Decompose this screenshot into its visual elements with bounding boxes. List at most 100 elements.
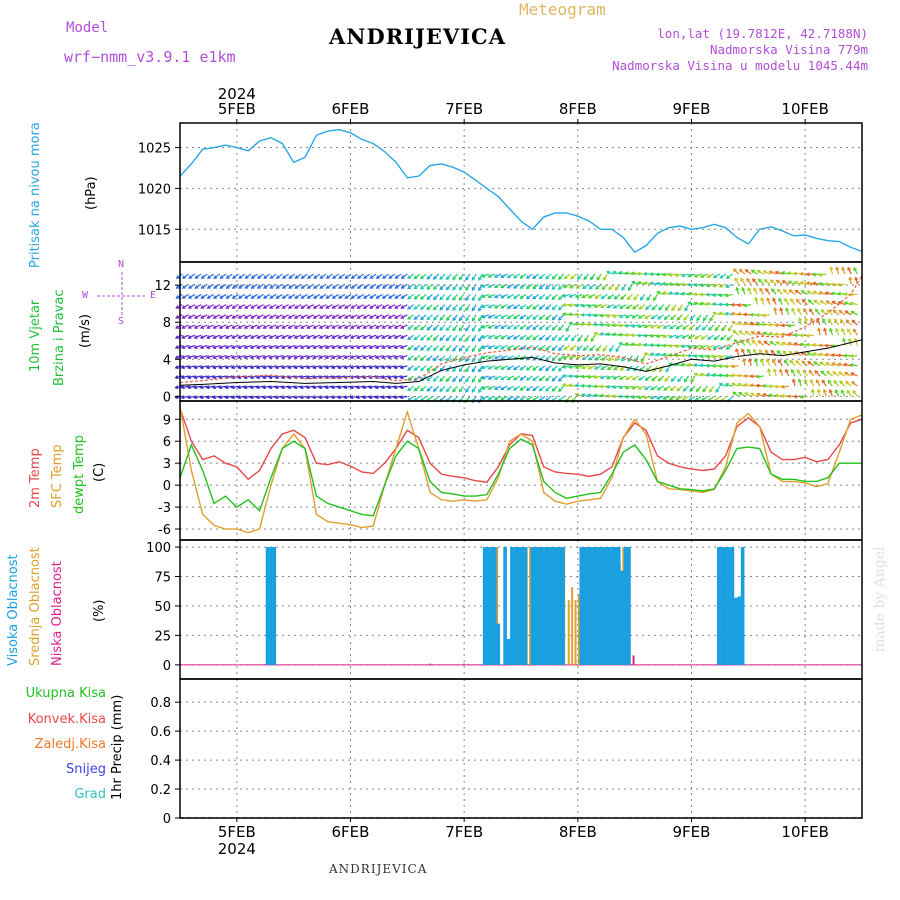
wind-arrow xyxy=(532,385,539,391)
wind-arrow xyxy=(452,324,458,331)
wind-arrow-head xyxy=(781,341,786,346)
wind-arrow xyxy=(600,375,608,379)
wind-arrow xyxy=(695,395,702,402)
wind-arrow-head xyxy=(532,316,537,320)
wind-arrow-head xyxy=(614,357,619,362)
wind-arrow xyxy=(452,294,458,301)
wind-arrow xyxy=(819,273,827,276)
wind-arrow-head xyxy=(219,275,224,279)
wind-arrow xyxy=(819,361,827,367)
wind-arrow xyxy=(231,324,239,329)
wind-arrow xyxy=(225,334,233,339)
y-tick-label: 4 xyxy=(163,353,171,368)
wind-arrow-head xyxy=(275,275,280,279)
wind-arrow-head xyxy=(312,345,317,349)
wind-arrow xyxy=(376,273,383,279)
wind-arrow-head xyxy=(465,317,469,322)
wind-arrow xyxy=(682,324,690,330)
wind-unit: (m/s) xyxy=(78,314,93,348)
wind-arrow xyxy=(181,344,189,349)
wind-arrow xyxy=(300,365,308,369)
wind-arrow-head xyxy=(305,365,310,370)
low-cloud-bar xyxy=(632,655,635,665)
wind-arrow-head xyxy=(244,305,248,309)
wind-arrow-head xyxy=(525,366,530,371)
wind-arrow xyxy=(562,313,570,316)
wind-arrow-head xyxy=(605,394,610,399)
wind-arrow xyxy=(612,333,620,336)
wind-arrow-head xyxy=(312,355,317,360)
y-tick-label: 0 xyxy=(163,479,171,494)
wind-arrow-head xyxy=(318,325,323,329)
wind-arrow xyxy=(519,283,527,289)
wind-arrow-head xyxy=(773,306,778,311)
wind-arrow xyxy=(700,354,708,358)
wind-arrow xyxy=(414,283,421,290)
wind-arrow-head xyxy=(637,324,642,329)
wind-arrow-head xyxy=(756,392,761,397)
wind-arrow-head xyxy=(420,357,424,361)
wind-arrow xyxy=(394,365,402,369)
temp2m-ylabel: 2m Temp xyxy=(28,448,43,508)
wind-arrow xyxy=(600,385,608,388)
wind-arrow xyxy=(394,385,402,389)
wind-arrow xyxy=(488,314,496,319)
wind-arrow-head xyxy=(607,357,612,362)
wind-arrow xyxy=(656,273,664,276)
wind-arrow-head xyxy=(199,355,204,360)
wind-arrow xyxy=(188,304,196,309)
wind-arrow xyxy=(300,334,308,339)
wind-arrow xyxy=(263,324,271,329)
wind-arrow-head xyxy=(506,295,511,299)
wind-arrow xyxy=(344,385,352,389)
wind-arrow xyxy=(356,324,364,329)
wind-arrow-head xyxy=(218,315,223,319)
wind-arrow-head xyxy=(774,332,779,337)
wind-arrow-head xyxy=(243,395,248,400)
wind-arrow xyxy=(675,292,683,296)
wind-arrow xyxy=(478,273,483,281)
pressure-unit: (hPa) xyxy=(84,176,99,210)
wind-arrow-head xyxy=(621,286,626,291)
wind-arrow-head xyxy=(785,307,790,312)
wind-arrow xyxy=(206,334,214,339)
wind-arrow xyxy=(545,283,552,290)
dewpoint-line xyxy=(179,438,862,517)
wind-arrow-head xyxy=(174,345,179,349)
wind-arrow xyxy=(433,294,440,300)
wind-arrow-head xyxy=(356,285,361,289)
wind-arrow-head xyxy=(791,378,796,383)
wind-arrow xyxy=(194,365,202,369)
wind-arrow-head xyxy=(324,385,329,390)
wind-arrow xyxy=(563,283,571,289)
x-day-label-bottom: 10FEB xyxy=(781,823,828,841)
wind-arrow xyxy=(225,355,233,359)
wind-arrow xyxy=(500,304,508,309)
wind-arrow xyxy=(619,385,627,389)
wind-arrow xyxy=(206,395,214,399)
wind-arrow xyxy=(644,385,652,390)
wind-arrow-head xyxy=(799,342,804,347)
wind-arrow xyxy=(600,314,608,317)
wind-arrow-head xyxy=(500,325,505,330)
wind-arrow-head xyxy=(513,376,517,381)
wind-arrow xyxy=(357,293,364,299)
wind-arrow-head xyxy=(778,297,782,302)
wind-arrow xyxy=(826,371,833,377)
wind-arrow-head xyxy=(175,305,180,309)
wind-arrow xyxy=(795,360,802,367)
wind-arrow xyxy=(787,272,796,275)
wind-arrow-head xyxy=(439,337,444,342)
wind-arrow-head xyxy=(350,295,355,299)
wind-arrow xyxy=(420,304,427,310)
wind-arrow xyxy=(507,293,514,299)
sfc-temp-line xyxy=(179,405,863,534)
wind-arrow-head xyxy=(193,315,198,319)
wind-arrow-head xyxy=(668,396,673,401)
wind-arrow-head xyxy=(493,376,498,380)
wind-arrow xyxy=(854,338,859,346)
wind-arrow-head xyxy=(806,351,811,356)
wind-arrow-head xyxy=(487,386,492,390)
wind-arrow-head xyxy=(471,327,476,332)
wind-arrow-head xyxy=(219,295,224,299)
